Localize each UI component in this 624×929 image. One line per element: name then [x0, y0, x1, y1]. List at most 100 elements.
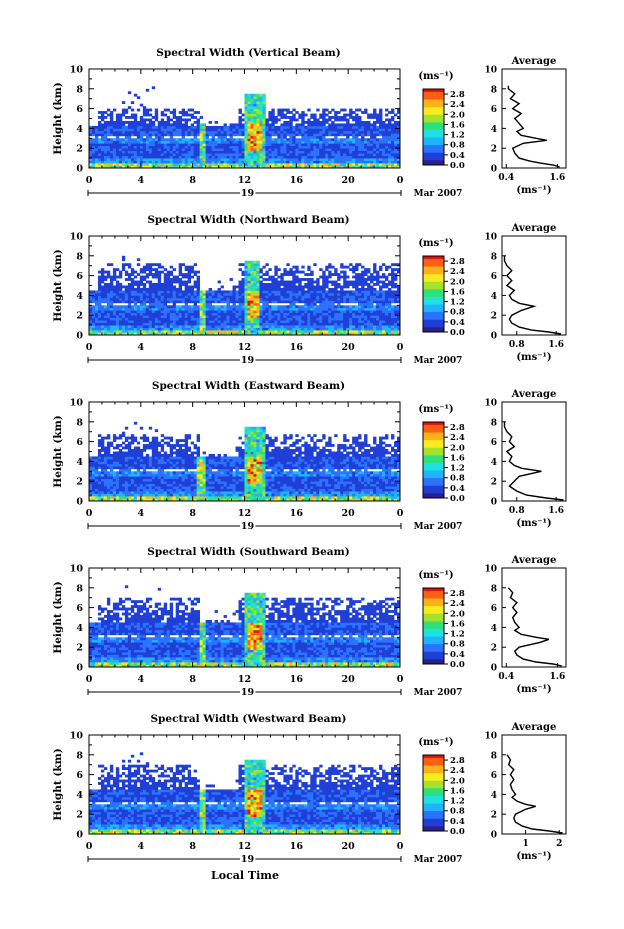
heatmap-cell [370, 320, 374, 323]
heatmap-cell [340, 163, 344, 166]
heatmap-cell [301, 332, 305, 336]
heatmap-cell [136, 322, 141, 326]
heatmap-cell [154, 273, 159, 276]
heatmap-cell [178, 312, 183, 316]
heatmap-cell [355, 275, 359, 279]
heatmap-cell [178, 270, 183, 274]
heatmap-cell [253, 93, 257, 97]
heatmap-cell [97, 138, 102, 142]
heatmap-cell [223, 148, 227, 152]
heatmap-cell [388, 315, 392, 319]
heatmap-cell [346, 292, 350, 296]
heatmap-cell [112, 145, 117, 149]
heatmap-cell [142, 150, 147, 154]
heatmap-cell [148, 113, 153, 117]
heatmap-cell [313, 163, 317, 166]
heatmap-cell [346, 290, 350, 294]
heatmap-cell [304, 130, 308, 134]
heatmap-cell [397, 263, 401, 267]
heatmap-cell [109, 292, 114, 296]
heatmap-cell [226, 140, 230, 144]
heatmap-cell [103, 297, 108, 301]
heatmap-cell [379, 265, 383, 269]
heatmap-cell [259, 290, 263, 294]
heatmap-cell [232, 165, 236, 169]
heatmap-cell [370, 322, 374, 326]
heatmap-cell [361, 130, 365, 134]
heatmap-cell [136, 140, 141, 144]
heatmap-cell [247, 135, 251, 139]
heatmap-cell [211, 307, 215, 311]
heatmap-cell [130, 330, 135, 333]
heatmap-cell [235, 148, 239, 152]
heatmap-cell [319, 310, 323, 314]
heatmap-cell [376, 116, 380, 119]
heatmap-cell [286, 320, 290, 323]
heatmap-cell [220, 130, 224, 134]
heatmap-cell [124, 116, 129, 119]
heatmap-cell [184, 332, 189, 336]
heatmap-cell [91, 158, 96, 161]
heatmap-cell [106, 155, 111, 159]
heatmap-cell [322, 118, 326, 122]
heatmap-cell [97, 155, 102, 159]
heatmap-cell [232, 138, 236, 142]
heatmap-cell [241, 278, 245, 281]
heatmap-cell [322, 143, 326, 147]
heatmap-cell [178, 133, 183, 137]
heatmap-cell [136, 258, 141, 262]
heatmap-cell [289, 163, 293, 166]
heatmap-cell [319, 135, 323, 139]
heatmap-cell [139, 305, 144, 309]
heatmap-cell [124, 125, 129, 129]
heatmap-cell [322, 305, 326, 309]
heatmap-cell [235, 305, 239, 309]
heatmap-cell [133, 165, 138, 169]
heatmap-cell [175, 138, 180, 142]
heatmap-cell [190, 300, 195, 304]
heatmap-cell [262, 133, 266, 137]
heatmap-cell [268, 155, 272, 159]
heatmap-cell [193, 273, 197, 276]
heatmap-cell [328, 325, 332, 328]
heatmap-cell [112, 307, 117, 311]
heatmap-cell [175, 165, 180, 169]
heatmap-cell [100, 133, 105, 137]
heatmap-cell [382, 275, 386, 279]
heatmap-cell [157, 165, 162, 169]
heatmap-cell [190, 270, 195, 274]
heatmap-cell [289, 160, 293, 164]
heatmap-cell [361, 160, 365, 164]
heatmap-cell [244, 317, 248, 321]
heatmap-cell [268, 320, 272, 323]
heatmap-cell [343, 297, 347, 301]
heatmap-cell [388, 283, 392, 286]
heatmap-cell [241, 322, 245, 326]
heatmap-cell [271, 148, 275, 152]
heatmap-cell [364, 302, 368, 306]
heatmap-cell [331, 133, 335, 137]
heatmap-cell [89, 153, 93, 156]
heatmap-cell [313, 145, 317, 149]
heatmap-cell [235, 133, 239, 137]
heatmap-cell [211, 155, 215, 159]
profile-y-tick-label: 10 [484, 66, 497, 76]
heatmap-cell [121, 113, 126, 117]
heatmap-cell [352, 270, 356, 274]
heatmap-cell [142, 278, 147, 281]
heatmap-cell [316, 155, 320, 159]
heatmap-cell [367, 116, 371, 119]
heatmap-cell [172, 287, 177, 291]
heatmap-cell [187, 143, 192, 147]
heatmap-cell [97, 143, 102, 147]
heatmap-cell [160, 165, 165, 169]
heatmap-cell [115, 315, 120, 319]
heatmap-cell [250, 290, 254, 294]
colorbar-segment [423, 101, 444, 105]
heatmap-cell [244, 332, 248, 336]
heatmap-cell [91, 290, 96, 294]
heatmap-cell [295, 275, 299, 279]
heatmap-cell [379, 295, 383, 299]
heatmap-cell [103, 310, 108, 314]
heatmap-cell [310, 302, 314, 306]
